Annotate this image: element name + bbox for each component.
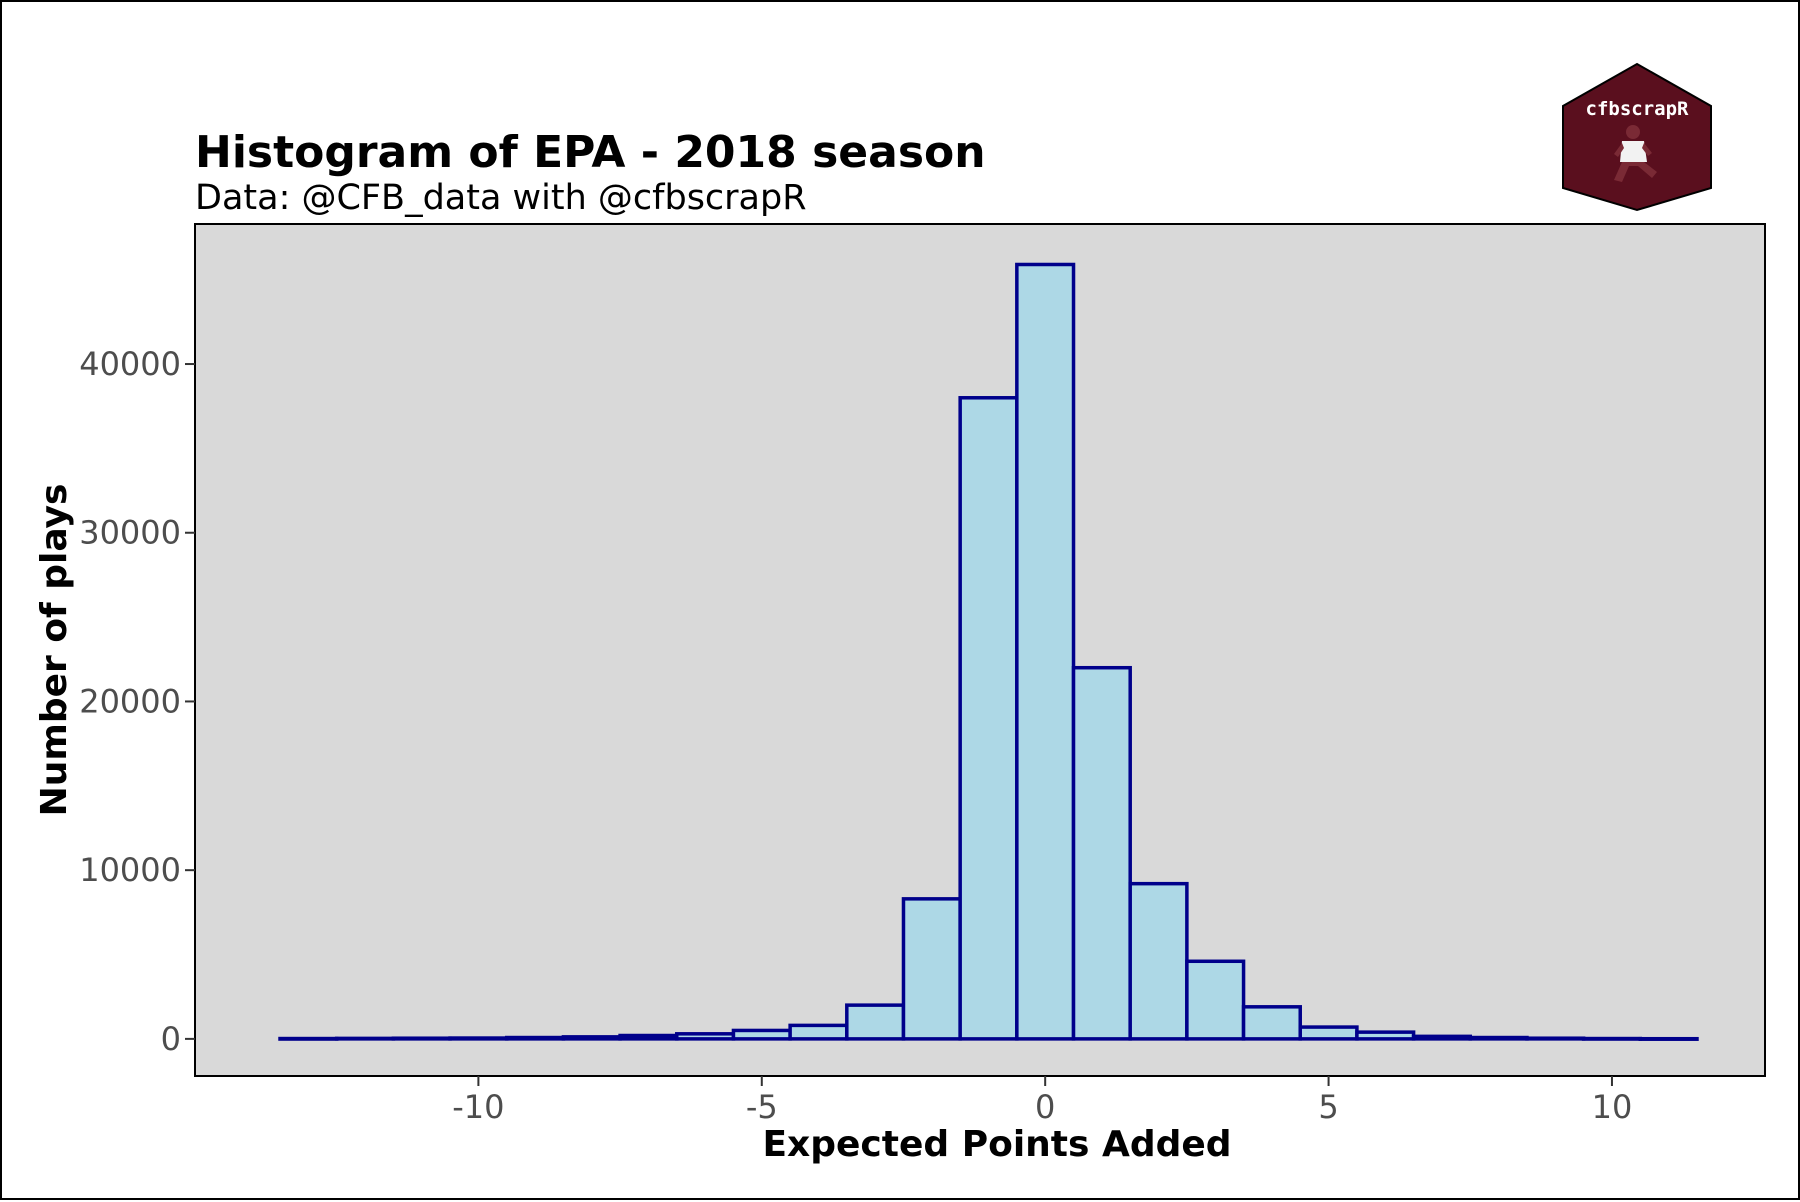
histogram-bar xyxy=(1071,665,1132,1041)
y-tick-label: 10000 xyxy=(79,851,181,889)
y-tick-label: 40000 xyxy=(79,345,181,383)
x-tick-label: -5 xyxy=(746,1088,778,1126)
x-tick-label: -10 xyxy=(452,1088,504,1126)
histogram-bar xyxy=(845,1003,906,1041)
histogram-bar xyxy=(901,897,962,1041)
histogram-bar xyxy=(1638,1036,1699,1041)
histogram-bar xyxy=(334,1036,396,1041)
bars-layer xyxy=(278,262,1699,1041)
histogram-bar xyxy=(731,1028,792,1041)
y-axis-title: Number of plays xyxy=(34,484,75,817)
x-tick-label: 10 xyxy=(1592,1088,1633,1126)
histogram-bar xyxy=(448,1036,509,1041)
histogram-bar xyxy=(1128,881,1189,1041)
histogram-bar xyxy=(958,396,1019,1041)
x-tick-label: 5 xyxy=(1318,1088,1338,1126)
histogram-bar xyxy=(1298,1025,1359,1041)
histogram-bar xyxy=(561,1035,622,1041)
histogram-bar xyxy=(1015,262,1076,1041)
histogram-bar xyxy=(1468,1035,1529,1041)
y-axis: 0 10000 20000 30000 40000 xyxy=(79,345,195,1058)
histogram-bar xyxy=(1411,1034,1473,1041)
football-player-icon xyxy=(1614,125,1657,182)
histogram-bar xyxy=(278,1036,339,1041)
histogram-bar xyxy=(1185,959,1246,1041)
histogram-bar xyxy=(618,1033,679,1041)
chart-title: Histogram of EPA - 2018 season xyxy=(195,127,986,178)
histogram-bar xyxy=(1241,1005,1302,1041)
histogram-bar xyxy=(1525,1036,1586,1041)
y-tick-label: 20000 xyxy=(79,682,181,720)
cfbscrapr-logo: cfbscrapR xyxy=(1562,62,1712,212)
histogram-bar xyxy=(1355,1030,1416,1041)
x-tick-label: 0 xyxy=(1035,1088,1055,1126)
y-tick-label: 0 xyxy=(161,1020,181,1058)
histogram-bar xyxy=(675,1032,736,1041)
x-axis: -10 -5 0 5 10 xyxy=(452,1076,1632,1126)
y-tick-label: 30000 xyxy=(79,514,181,552)
histogram-bar xyxy=(504,1035,566,1041)
histogram-bar xyxy=(391,1036,452,1041)
chart-subtitle: Data: @CFB_data with @cfbscrapR xyxy=(195,178,807,218)
histogram-bar xyxy=(1581,1036,1643,1041)
logo-text: cfbscrapR xyxy=(1586,98,1690,120)
x-axis-title: Expected Points Added xyxy=(762,1124,1231,1165)
histogram-bar xyxy=(788,1023,849,1041)
